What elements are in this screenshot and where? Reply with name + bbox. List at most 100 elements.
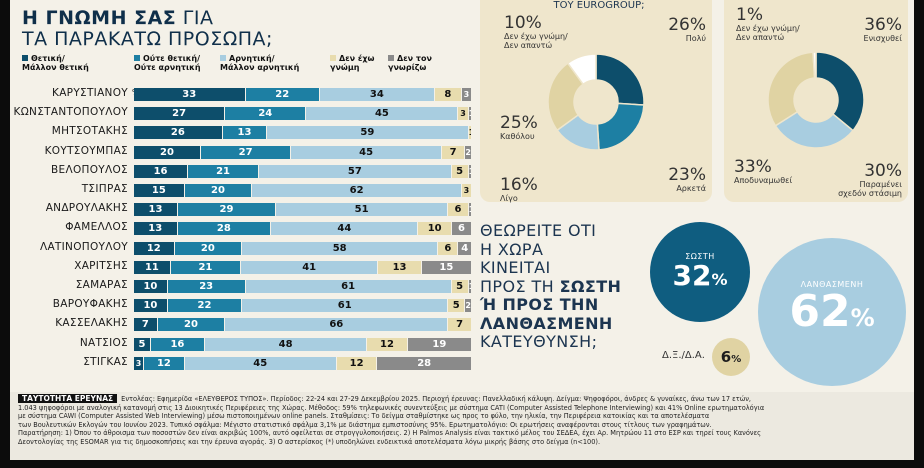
bar-segment: 12	[336, 356, 377, 370]
donut-slice	[812, 51, 817, 79]
row-label: ΤΣΙΠΡΑΣ	[81, 183, 128, 195]
bar-segment: 41	[241, 260, 378, 274]
bubble-wrong-label: ΛΑΝΘΑΣΜΕΝΗ	[800, 280, 864, 289]
bar-segment: 27	[200, 145, 291, 159]
bar-segment: 7	[134, 318, 157, 332]
row-label: ΑΝΔΡΟΥΛΑΚΗΣ	[45, 202, 128, 215]
bar-segment: 12	[134, 241, 174, 255]
bar-segment: 10	[418, 222, 451, 236]
footer-line-5: Δεοντολογίας της ESOMAR για τις δημοσκοπ…	[18, 437, 601, 446]
bar-segment: 27	[134, 107, 225, 121]
donut-slice	[547, 62, 585, 132]
bubble-right-label: ΣΩΣΤΗ	[685, 252, 715, 261]
bar-segment: 2	[465, 145, 471, 159]
legend-swatch	[134, 55, 140, 61]
footer-line-2: με σύστημα CAWI (Computer Assisted Web I…	[18, 412, 710, 421]
bar-segment: 6	[451, 222, 471, 236]
donut-label: 10% Δεν έχω γνώμη/ Δεν απαντώ	[504, 14, 594, 50]
legend-swatch	[220, 55, 226, 61]
donut-label: 36% Ενισχυθεί	[812, 16, 902, 43]
bar-segment: 45	[291, 145, 441, 159]
bar-segment: 26	[134, 126, 222, 140]
bar-segment: 10	[134, 280, 167, 293]
bar-segment: 15	[421, 260, 471, 274]
donut-label: 30% Παραμένει σχεδόν στάσιμη	[812, 162, 902, 198]
donut-chart-2	[767, 51, 865, 149]
bar-segment: 20	[157, 318, 225, 332]
bar-segment: 12	[144, 356, 184, 370]
q-line-5: ΣΩΣΤΗ	[559, 276, 622, 296]
bar-segment: 45	[306, 107, 458, 121]
donut-label: 26% Πολύ	[616, 16, 706, 43]
bar-segment: 57	[259, 164, 451, 178]
bar-segment: 44	[271, 222, 418, 236]
bar-segment: 45	[184, 356, 336, 370]
legend-label: Θετική/ Μάλλον θετική	[22, 54, 89, 72]
row-label: ΚΩΝΣΤΑΝΤΟΠΟΥΛΟΥ	[13, 106, 128, 119]
bar-segment: 34	[319, 88, 434, 101]
bar-segment: 7	[448, 318, 471, 332]
legend-item-4: Δεν τον γνωρίζω	[388, 54, 432, 72]
bar-segment: 1	[468, 280, 471, 293]
footer-line-0: Εντολέας: Εφημερίδα «ΕΛΕΥΘΕΡΟΣ ΤΥΠΟΣ». Π…	[121, 395, 752, 403]
bar-segment: 62	[252, 184, 461, 197]
bar-segment: 28	[177, 222, 271, 236]
legend-item-3: Δεν έχω γνώμη	[330, 54, 374, 72]
bar-segment: 3	[134, 356, 144, 370]
row-label: ΣΤΙΓΚΑΣ	[83, 355, 128, 368]
legend-swatch	[330, 55, 336, 61]
footer-tag: ΤΑΥΤΟΤΗΤΑ ΕΡΕΥΝΑΣ	[18, 394, 118, 403]
bar-segment: 3	[461, 184, 471, 197]
donut-value: 33%	[734, 157, 772, 177]
donut-slice	[774, 110, 855, 149]
donut-category: Λίγο	[500, 194, 518, 203]
legend-label: Δεν τον γνωρίζω	[388, 54, 432, 72]
bar-segment: 58	[242, 241, 438, 255]
bar-segment: 48	[204, 337, 367, 351]
stacked-bar-chart: ΚΑΡΥΣΤΙΑΝΟΥ 33 22 34 8 3 ΚΩΝΣΤΑΝΤΟΠΟΥΛΟΥ 27 24 45…	[10, 0, 480, 400]
donut-value: 36%	[864, 15, 902, 35]
donut-card-2: 36% Ενισχυθεί 30% Παραμένει σχεδόν στάσιμη 3…	[724, 0, 908, 202]
bar-segment: 1	[468, 126, 471, 140]
row-label: ΧΑΡΙΤΣΗΣ	[74, 259, 128, 272]
q-line-3: ΚΙΝΕΙΤΑΙ	[480, 258, 551, 277]
title-line2: ΤΑ ΠΑΡΑΚΑΤΩ ΠΡΟΣΩΠΑ;	[22, 28, 273, 50]
bar-segment: 28	[377, 356, 471, 370]
bar-segment: 16	[150, 337, 204, 351]
bar-segment: 29	[177, 203, 275, 217]
donut-category: Καθόλου	[500, 132, 535, 141]
survey-identity-footer: ΤΑΥΤΟΤΗΤΑ ΕΡΕΥΝΑΣ Εντολέας: Εφημερίδα «ΕΛ…	[10, 392, 914, 460]
bar-segment: 3	[458, 107, 468, 121]
donut-category: Δεν έχω γνώμη/ Δεν απαντώ	[736, 24, 800, 42]
bubble-dkda-value: 6%	[720, 348, 742, 366]
bubble-wrong: ΛΑΝΘΑΣΜΕΝΗ 62%	[758, 238, 906, 386]
legend-swatch	[22, 55, 28, 61]
bar-segment: 4	[458, 241, 471, 255]
bar-segment: 61	[245, 280, 451, 293]
bar-segment: 1	[468, 164, 471, 178]
donut-category: Δεν έχω γνώμη/ Δεν απαντώ	[504, 32, 568, 50]
donut-value: 10%	[504, 13, 542, 33]
bar-segment: 6	[438, 241, 458, 255]
donut-value: 23%	[668, 165, 706, 185]
legend-label: Δεν έχω γνώμη	[330, 54, 375, 72]
legend-item-1: Ούτε θετική/ Ούτε αρνητική	[134, 54, 201, 72]
bar-segment: 6	[448, 203, 468, 217]
dk-da-label: Δ.Ξ./Δ.Α.	[662, 350, 705, 361]
bar-segment: 1	[468, 107, 471, 121]
donut-slice	[595, 53, 645, 106]
donut-card-eurogroup: ΤΟΥ EUROGROUP; 26% Πολύ 23% Αρκετά 16% Λίγο 25…	[480, 0, 712, 203]
bar-segment: 21	[188, 164, 259, 178]
bar-segment: 5	[448, 299, 465, 313]
donut-label: 16% Λίγο	[500, 176, 590, 203]
row-label: ΚΟΥΤΣΟΥΜΠΑΣ	[44, 144, 128, 157]
row-label: ΒΕΛΟΠΟΥΛΟΣ	[51, 163, 128, 176]
bar-segment: 66	[225, 318, 448, 332]
bar-segment: 61	[242, 299, 448, 313]
bar-segment: 23	[167, 280, 245, 293]
bar-segment: 20	[134, 145, 200, 159]
donut-value: 26%	[668, 15, 706, 35]
donut-label: 1% Δεν έχω γνώμη/ Δεν απαντώ	[736, 6, 826, 42]
legend-item-0: Θετική/ Μάλλον θετική	[22, 54, 89, 72]
q-line-2: Η ΧΩΡΑ	[480, 239, 544, 259]
